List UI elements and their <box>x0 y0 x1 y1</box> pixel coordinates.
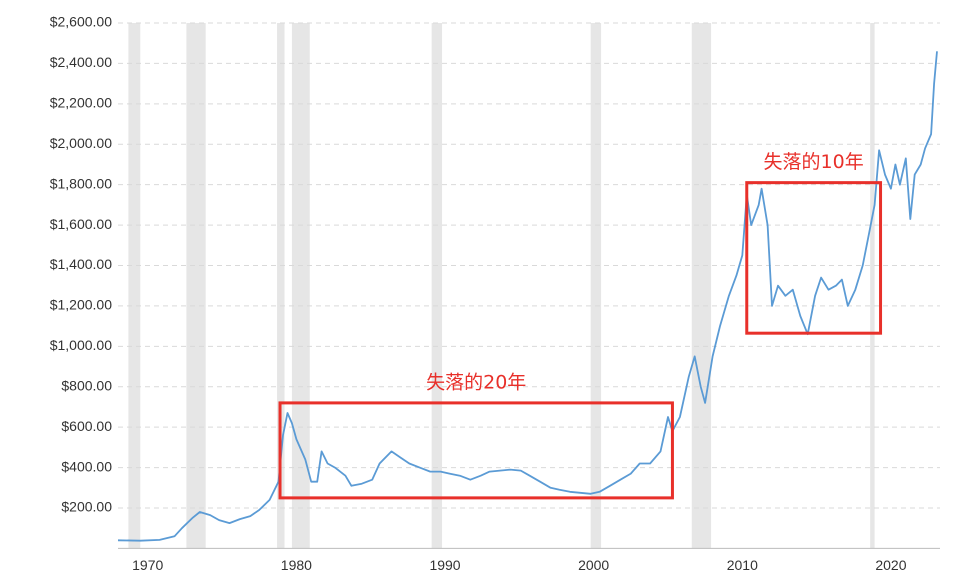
recession-band <box>431 23 443 549</box>
price-line <box>117 51 938 542</box>
y-tick-label: $800.00 <box>61 377 112 393</box>
annotation-label: 失落的20年 <box>426 371 526 393</box>
recession-band <box>870 23 875 549</box>
y-tick-label: $1,000.00 <box>50 337 112 353</box>
x-tick-label: 1970 <box>132 557 163 573</box>
annotation-box <box>745 181 883 335</box>
y-tick-label: $1,800.00 <box>50 175 112 191</box>
annotation-box <box>278 401 674 500</box>
x-tick-label: 2020 <box>875 557 906 573</box>
y-tick-label: $400.00 <box>61 458 112 474</box>
y-tick-label: $600.00 <box>61 418 112 434</box>
recession-band <box>128 23 141 549</box>
y-tick-label: $2,400.00 <box>50 54 112 70</box>
x-tick-label: 2010 <box>727 557 758 573</box>
y-tick-label: $2,000.00 <box>50 135 112 151</box>
y-tick-label: $2,600.00 <box>50 14 112 30</box>
recession-band <box>186 23 206 549</box>
recession-band <box>691 23 712 549</box>
recession-band <box>291 23 310 549</box>
recession-band <box>590 23 602 549</box>
recession-band <box>277 23 285 549</box>
annotation-label: 失落的10年 <box>764 151 864 173</box>
x-tick-label: 1990 <box>429 557 460 573</box>
y-tick-label: $2,200.00 <box>50 95 112 111</box>
y-tick-label: $1,400.00 <box>50 256 112 272</box>
y-tick-label: $200.00 <box>61 499 112 515</box>
x-tick-label: 2000 <box>578 557 609 573</box>
x-tick-label: 1980 <box>281 557 312 573</box>
y-tick-label: $1,600.00 <box>50 216 112 232</box>
y-tick-label: $1,200.00 <box>50 297 112 313</box>
